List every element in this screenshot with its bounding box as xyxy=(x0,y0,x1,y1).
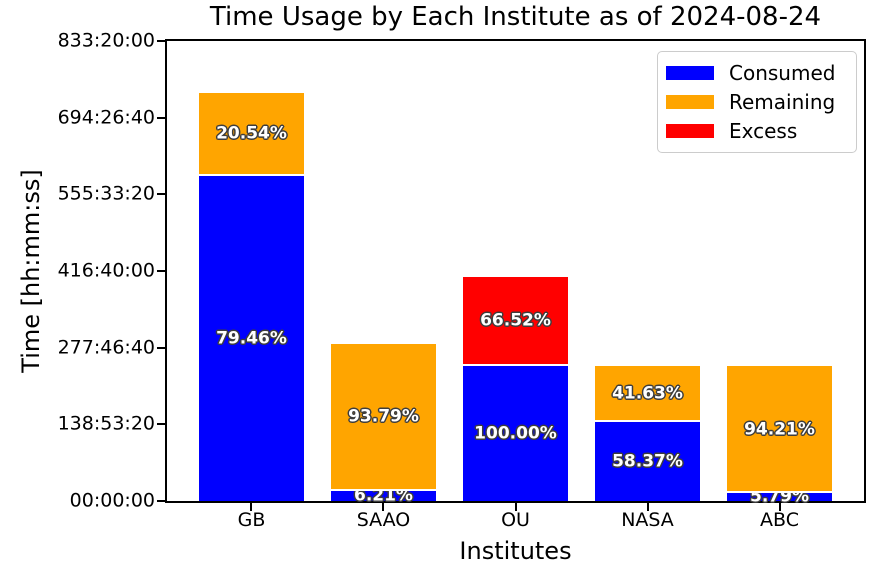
x-axis-label: Institutes xyxy=(459,537,572,565)
chart-title: Time Usage by Each Institute as of 2024-… xyxy=(209,2,822,32)
y-tick-label: 555:33:20 xyxy=(57,182,155,205)
legend-item-label: Excess xyxy=(729,119,798,143)
y-tick-mark xyxy=(157,500,165,502)
bar-abc-remaining-segment xyxy=(726,366,833,494)
x-tick-mark xyxy=(514,503,517,511)
bar-nasa-remaining-segment xyxy=(594,366,701,423)
legend: Consumed Remaining Excess xyxy=(657,51,857,153)
x-tick-mark xyxy=(382,503,385,511)
legend-item-label: Remaining xyxy=(729,90,836,114)
bar-gb-remaining-segment xyxy=(198,92,305,177)
x-tick-mark xyxy=(250,503,253,511)
y-tick-label: 694:26:40 xyxy=(57,106,155,129)
legend-item-consumed: Consumed xyxy=(666,60,844,86)
y-tick-mark xyxy=(157,270,165,272)
bar-saao-consumed-segment xyxy=(330,491,437,501)
legend-swatch-excess xyxy=(666,124,714,138)
legend-swatch-remaining xyxy=(666,95,714,109)
legend-item-label: Consumed xyxy=(729,61,836,85)
x-tick-mark xyxy=(646,503,649,511)
bar-nasa-consumed-segment xyxy=(594,422,701,501)
legend-item-remaining: Remaining xyxy=(666,89,844,115)
x-tick-mark xyxy=(778,503,781,511)
x-tick-label-ou: OU xyxy=(501,509,530,531)
bar-saao-remaining-segment xyxy=(330,343,437,492)
plot-area: 79.46% 20.54% 6.21% 93.79% 100.00% 66.52% 58.3… xyxy=(58,31,866,530)
bar-label-nasa-consumed: 58.37% xyxy=(612,451,683,472)
y-tick-label: 277:46:40 xyxy=(57,336,155,359)
y-tick-label: 138:53:20 xyxy=(57,412,155,435)
x-tick-label-gb: GB xyxy=(237,509,266,531)
bar-label-ou-consumed: 100.00% xyxy=(474,423,557,444)
y-axis-label: Time [hh:mm:ss] xyxy=(17,169,45,373)
y-tick-label: 00:00:00 xyxy=(69,489,155,512)
x-tick-label-abc: ABC xyxy=(760,509,799,531)
y-tick-label: 833:20:00 xyxy=(57,29,155,52)
y-tick-mark xyxy=(157,116,165,119)
y-tick-mark xyxy=(157,346,165,349)
bar-ou-excess-segment xyxy=(462,276,569,367)
y-tick-mark xyxy=(157,193,165,196)
x-tick-label-nasa: NASA xyxy=(621,509,674,531)
bar-label-saao-consumed: 6.21% xyxy=(353,485,413,506)
bar-label-ou-excess: 66.52% xyxy=(480,310,551,331)
bar-abc-consumed-segment xyxy=(726,493,833,501)
x-tick-label-saao: SAAO xyxy=(356,509,411,531)
y-tick-mark xyxy=(157,423,165,426)
bar-label-gb-remaining: 20.54% xyxy=(216,123,287,144)
bar-ou-consumed-segment xyxy=(462,366,569,501)
legend-swatch-consumed xyxy=(666,66,714,80)
bar-label-saao-remaining: 93.79% xyxy=(348,406,419,427)
bar-label-nasa-remaining: 41.63% xyxy=(612,383,683,404)
bar-gb-consumed-segment xyxy=(198,176,305,501)
y-tick-label: 416:40:00 xyxy=(57,259,155,282)
bar-label-abc-remaining: 94.21% xyxy=(744,419,815,440)
bar-label-gb-consumed: 79.46% xyxy=(216,328,287,349)
y-tick-mark xyxy=(157,40,165,42)
legend-item-excess: Excess xyxy=(666,118,844,144)
